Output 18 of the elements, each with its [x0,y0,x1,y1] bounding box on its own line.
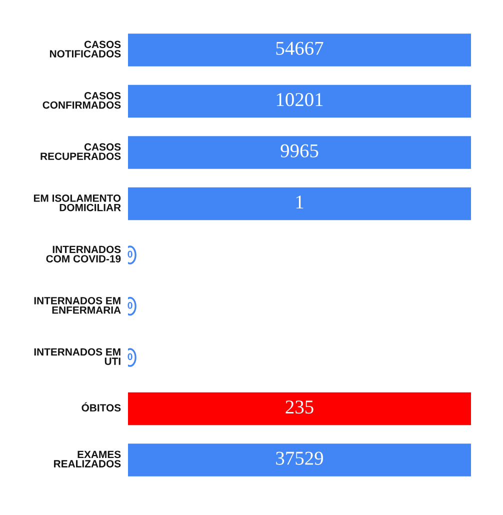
data-label: 9965 [280,144,318,158]
data-label: 0 [128,250,132,258]
data-label: 235 [286,400,314,414]
category-label: EXAMES REALIZADOS [54,450,121,468]
data-label: 37529 [276,452,324,465]
data-label: 1 [296,196,304,208]
data-label: 0 [128,353,132,360]
data-label: 10201 [276,93,323,106]
category-label: CASOS RECUPERADOS [40,143,121,160]
category-label: ÓBITOS [82,402,121,412]
category-label: INTERNADOS EM ENFERMARIA [34,297,121,314]
category-label: EM ISOLAMENTO DOMICILIAR [34,194,121,212]
category-label: INTERNADOS COM COVID-19 [46,246,121,262]
category-label: CASOS CONFIRMADOS [42,92,121,109]
data-label: 0 [128,302,132,309]
category-label: CASOS NOTIFICADOS [50,40,121,58]
category-label: INTERNADOS EM UTI [34,348,120,365]
data-label: 54667 [276,42,324,55]
